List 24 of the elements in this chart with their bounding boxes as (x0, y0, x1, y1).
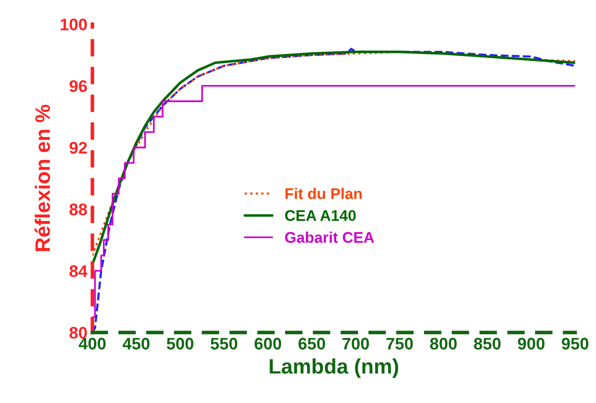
x-tick-label: 800 (430, 338, 457, 350)
x-tick-label: 600 (254, 338, 282, 350)
x-tick-label: 750 (386, 338, 413, 350)
y-tick-label: 84 (70, 265, 88, 278)
y-tick-label: 88 (70, 204, 88, 216)
legend-label: Gabarit CEA (285, 232, 374, 243)
y-tick-label: 92 (70, 142, 87, 154)
x-tick-label: 900 (518, 338, 544, 350)
y-tick-label: 100 (60, 18, 87, 30)
x-tick-label: 450 (122, 338, 150, 350)
x-tick-label: 700 (342, 338, 369, 350)
y-axis-title: Réflexion en % (34, 104, 50, 252)
x-tick-label: 850 (474, 338, 501, 350)
x-tick-label: 950 (562, 338, 588, 350)
x-tick-label: 550 (210, 338, 238, 350)
x-axis-title: Lambda (nm) (270, 358, 398, 378)
y-tick-label: 96 (70, 80, 87, 92)
legend-label: CEA A140 (285, 210, 356, 221)
line-series (92, 48, 576, 332)
x-tick-label: 500 (166, 338, 194, 350)
y-tick-label: 80 (70, 326, 87, 339)
x-tick-label: 650 (298, 338, 326, 350)
legend-label: Fit du Plan (286, 188, 362, 200)
x-tick-label: 400 (78, 338, 106, 350)
